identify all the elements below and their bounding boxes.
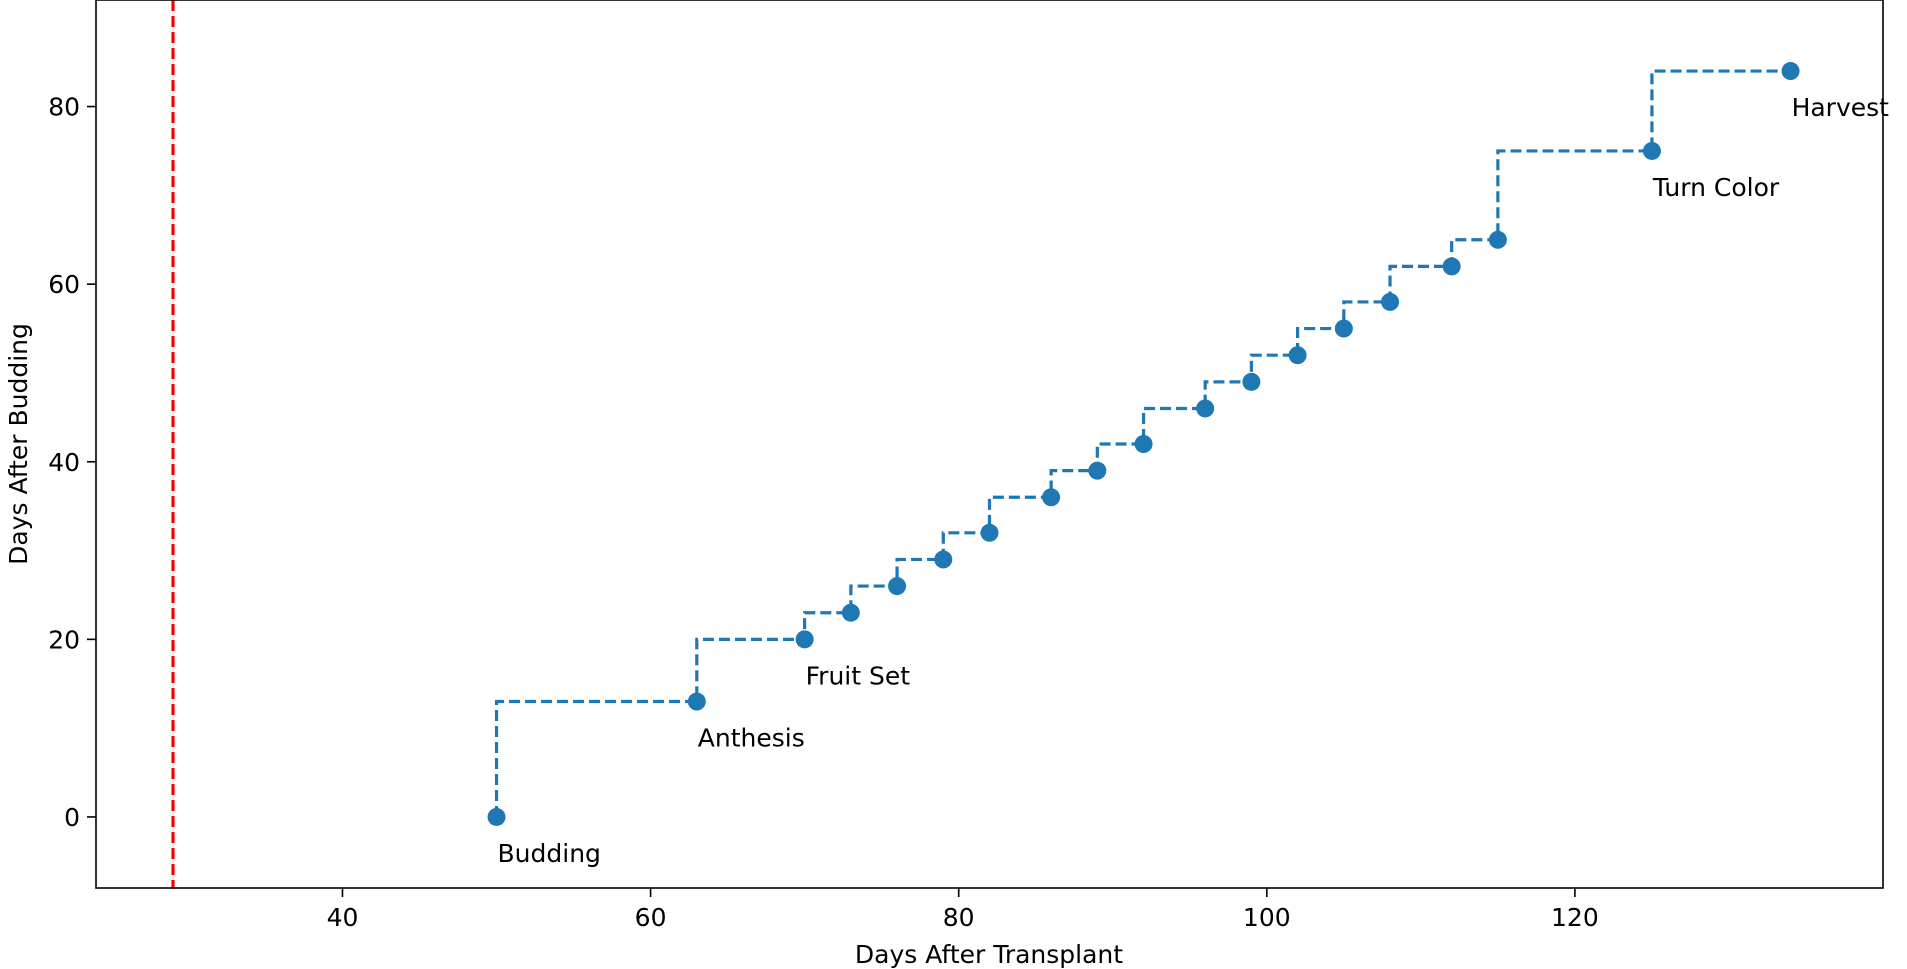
data-point — [1642, 141, 1661, 160]
x-axis-label: Days After Transplant — [855, 940, 1123, 969]
data-point — [1196, 399, 1215, 418]
x-tick-label: 60 — [635, 903, 667, 932]
data-point — [1334, 319, 1353, 338]
data-point — [1088, 461, 1107, 480]
point-annotation: Turn Color — [1652, 173, 1780, 202]
plot-frame — [95, 0, 1884, 889]
x-tick-label: 100 — [1243, 903, 1291, 932]
point-annotations: Budding Anthesis Fruit Set Turn Color Harves… — [498, 93, 1890, 868]
data-point — [888, 577, 907, 596]
data-point — [1288, 346, 1307, 365]
point-annotation: Fruit Set — [806, 661, 911, 690]
y-tick-label: 20 — [48, 625, 80, 654]
data-point — [1381, 292, 1400, 311]
data-point — [1134, 435, 1153, 453]
data-point — [1242, 372, 1261, 391]
data-point — [980, 523, 999, 542]
data-point — [934, 550, 953, 569]
point-annotation: Budding — [498, 839, 601, 868]
x-axis-ticks: 40 60 80 100 120 — [327, 888, 1599, 932]
data-points — [487, 62, 1800, 826]
y-tick-label: 0 — [64, 803, 80, 832]
x-tick-label: 120 — [1551, 903, 1599, 932]
point-annotation: Harvest — [1792, 93, 1890, 122]
data-point — [487, 807, 506, 826]
y-axis-ticks: 0 20 40 60 80 — [48, 93, 96, 832]
data-point — [1442, 257, 1461, 276]
data-point — [1042, 488, 1061, 507]
y-tick-label: 40 — [48, 448, 80, 477]
data-point — [1488, 230, 1507, 249]
data-point — [1781, 62, 1800, 81]
point-annotation: Anthesis — [698, 724, 805, 753]
data-point — [687, 692, 706, 711]
y-tick-label: 60 — [48, 270, 80, 299]
data-point — [841, 603, 860, 622]
plot-area — [96, 0, 1883, 888]
y-axis-label: Days After Budding — [4, 323, 33, 565]
x-tick-label: 40 — [327, 903, 359, 932]
y-tick-label: 80 — [48, 93, 80, 122]
x-tick-label: 80 — [943, 903, 975, 932]
data-point — [795, 630, 814, 649]
